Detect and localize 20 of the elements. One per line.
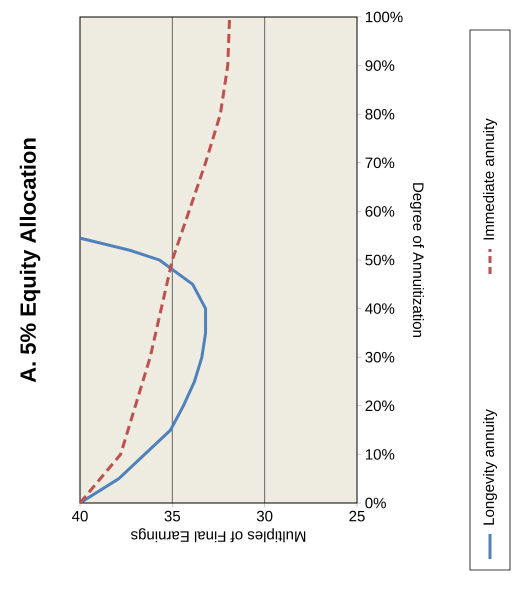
y-tick-label: 100% <box>366 12 403 22</box>
text: Longevity annuity <box>483 409 497 525</box>
text: Immediate annuity <box>483 118 497 240</box>
y-tick-label: 90% <box>366 60 394 71</box>
y-tick-label: 20% <box>366 400 394 412</box>
y-tick-label: 70% <box>366 157 394 168</box>
x-tick-label: 30 <box>256 510 272 522</box>
x-tick-label: 35 <box>164 510 180 522</box>
x-tick-label: 40 <box>72 510 88 522</box>
y-tick-label: 50% <box>365 254 394 266</box>
y-tick-label: 80% <box>365 108 394 120</box>
y-axis-title: Degree of Annuitization <box>410 183 424 337</box>
y-tick-label: 40% <box>365 303 394 314</box>
text: A. 5% Equity Allocation <box>20 138 40 382</box>
x-axis-title: Multiples of Final Earnings <box>131 528 306 542</box>
y-tick-label: 30% <box>365 352 394 362</box>
y-tick-label: 0% <box>365 498 386 508</box>
x-tick-label: 25 <box>349 510 365 522</box>
y-tick-label: 10% <box>366 449 394 460</box>
y-tick-label: 60% <box>366 206 394 217</box>
